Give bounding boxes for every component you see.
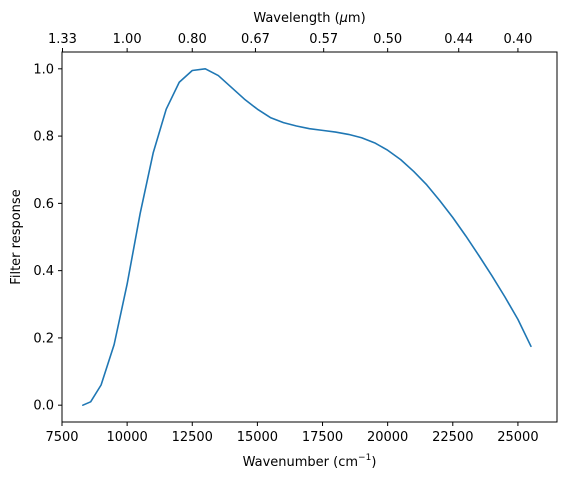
top-tick-label: 0.80 [178, 32, 207, 47]
y-axis-title: Filter response [9, 189, 24, 284]
x-axis-title-text: Wavenumber (cm [243, 455, 358, 470]
x-tick-label: 20000 [367, 430, 408, 445]
x-axis-title: Wavenumber (cm−1) [243, 453, 377, 470]
y-tick-label: 1.0 [33, 62, 54, 77]
top-tick-label: 0.44 [444, 32, 473, 47]
x-tick-label: 10000 [106, 430, 147, 445]
x-tick-label: 17500 [302, 430, 343, 445]
plot-frame [61, 51, 558, 423]
x-axis-title-close: ) [371, 455, 376, 470]
x-tick-label: 15000 [237, 430, 278, 445]
y-tick-label: 0.0 [33, 399, 54, 414]
plot-layer [82, 68, 532, 406]
x-tick-label: 25000 [497, 430, 538, 445]
series-line-0 [82, 68, 532, 406]
x-tick-label: 7500 [45, 430, 78, 445]
top-tick-label: 1.33 [48, 32, 77, 47]
top-tick-label: 1.00 [113, 32, 142, 47]
y-tick-label: 0.2 [33, 331, 54, 346]
x-tick-label: 12500 [172, 430, 213, 445]
top-tick-label: 0.57 [309, 32, 338, 47]
ticks-layer: 7500 10000 12500 15000 17500 20000 22500 25000 0… [33, 32, 538, 445]
top-axis-title-mu: μ [339, 11, 348, 26]
top-tick-label: 0.67 [241, 32, 270, 47]
x-tick-label: 22500 [432, 430, 473, 445]
y-tick-label: 0.8 [33, 130, 54, 145]
y-tick-label: 0.4 [33, 264, 54, 279]
top-axis-title-text: Wavelength ( [253, 11, 339, 26]
y-tick-label: 0.6 [33, 197, 54, 212]
top-tick-label: 0.50 [373, 32, 402, 47]
top-tick-label: 0.40 [503, 32, 532, 47]
top-axis-title-unit: m) [348, 11, 366, 26]
top-axis-title: Wavelength (μm) [253, 11, 365, 26]
x-axis-title-exponent: −1 [358, 453, 371, 463]
